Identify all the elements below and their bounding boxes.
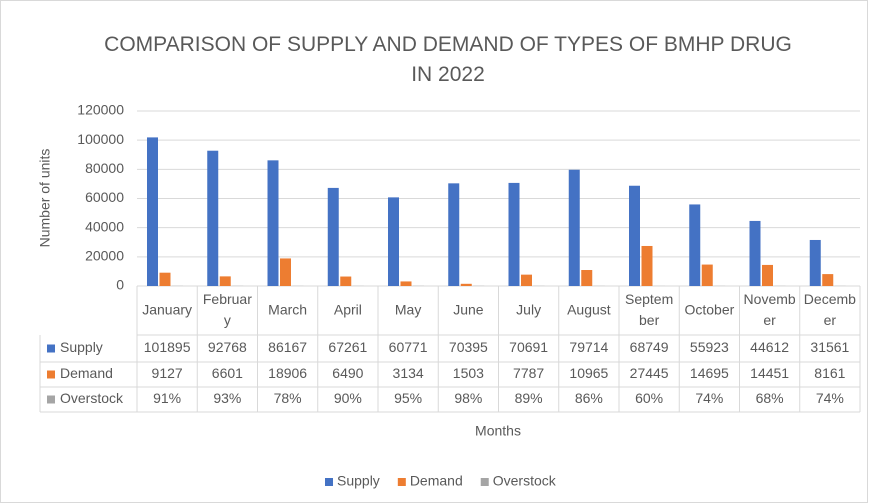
- table-cell: 6601: [212, 365, 243, 381]
- bar: [448, 183, 460, 286]
- table-cell: 10965: [569, 365, 608, 381]
- x-tick-label: Septem ber: [625, 291, 673, 328]
- y-tick-label: 120000: [77, 102, 124, 118]
- chart-title: COMPARISON OF SUPPLY AND DEMAND OF TYPES…: [104, 33, 792, 86]
- table-cell: 60771: [389, 339, 428, 355]
- bar: [400, 281, 412, 286]
- table-cell: 31561: [810, 339, 849, 355]
- table-cell: 14695: [690, 365, 729, 381]
- table-cell: 91%: [153, 390, 181, 406]
- bar: [822, 274, 834, 286]
- table-cell: 92768: [208, 339, 247, 355]
- table-cell: 86167: [268, 339, 307, 355]
- bar: [521, 274, 532, 286]
- table-cell: 68%: [756, 390, 784, 406]
- table-cell: 44612: [750, 339, 789, 355]
- table-cell: 18906: [268, 365, 307, 381]
- table-cell: 3134: [393, 365, 424, 381]
- x-tick-label: May: [395, 301, 421, 317]
- bar: [581, 270, 593, 286]
- x-tick-label: June: [453, 301, 484, 317]
- x-tick-label: April: [334, 301, 362, 317]
- table-cell: 68749: [630, 339, 669, 355]
- table-cell: 70395: [449, 339, 488, 355]
- table-cell: 74%: [816, 390, 844, 406]
- legend-label: Overstock: [493, 473, 557, 489]
- y-tick-label: 80000: [85, 160, 124, 176]
- table-cell: 60%: [635, 390, 663, 406]
- table-cell: 6490: [332, 365, 363, 381]
- table-cell: 89%: [515, 390, 543, 406]
- x-tick-label: January: [142, 301, 192, 317]
- x-tick-label: October: [684, 301, 734, 317]
- bar: [340, 276, 352, 286]
- x-tick-label: March: [268, 301, 307, 317]
- table-cell: 93%: [213, 390, 241, 406]
- legend-key: [480, 478, 489, 486]
- legend-key: [325, 478, 333, 486]
- bar: [508, 182, 520, 286]
- bar: [809, 239, 821, 286]
- bar: [280, 258, 291, 286]
- table-cell: 27445: [630, 365, 669, 381]
- y-axis-title: Number of units: [37, 149, 53, 248]
- bar: [207, 150, 219, 286]
- x-tick-label: Novemb er: [744, 291, 796, 328]
- x-tick-label: August: [567, 301, 611, 317]
- bar: [689, 204, 701, 286]
- bar: [749, 220, 761, 286]
- y-tick-label: 0: [116, 277, 124, 293]
- table-cell: 14451: [750, 365, 789, 381]
- y-tick-label: 40000: [85, 218, 124, 234]
- table-cell: 86%: [575, 390, 603, 406]
- table-cell: 95%: [394, 390, 422, 406]
- table-cell: 67261: [328, 339, 367, 355]
- table-cell: 98%: [454, 390, 482, 406]
- y-tick-label: 60000: [85, 189, 124, 205]
- bar: [641, 245, 653, 286]
- table-cell: 1503: [453, 365, 484, 381]
- table-row-label: Demand: [60, 365, 113, 381]
- y-tick-label: 100000: [77, 131, 124, 147]
- table-row-label: Supply: [60, 339, 103, 355]
- table-cell: 9127: [152, 365, 183, 381]
- x-tick-label: Decemb er: [804, 291, 856, 328]
- table-legend-key: [47, 370, 55, 379]
- table-cell: 90%: [334, 390, 362, 406]
- table-legend-key: [47, 395, 55, 404]
- bar: [147, 137, 158, 286]
- legend-label: Demand: [410, 473, 463, 489]
- bar: [460, 283, 472, 286]
- x-axis-title: Months: [475, 423, 521, 439]
- bar: [219, 276, 231, 286]
- y-tick-label: 20000: [85, 248, 124, 264]
- table-cell: 79714: [569, 339, 608, 355]
- table-cell: 70691: [509, 339, 548, 355]
- table-cell: 78%: [274, 390, 302, 406]
- table-cell: 55923: [690, 339, 729, 355]
- table-cell: 7787: [513, 365, 544, 381]
- table-cell: 101895: [144, 339, 191, 355]
- bar: [327, 187, 339, 286]
- x-tick-label: July: [516, 301, 541, 317]
- table-legend-key: [47, 344, 55, 353]
- bar: [388, 197, 399, 286]
- table-cell: 8161: [814, 365, 845, 381]
- bar: [701, 264, 713, 286]
- x-tick-label: Februar y: [203, 291, 252, 328]
- bar: [159, 272, 171, 286]
- legend-key: [397, 478, 406, 486]
- bar: [568, 169, 580, 286]
- table-cell: 74%: [695, 390, 723, 406]
- bar: [267, 160, 279, 286]
- legend-label: Supply: [337, 473, 380, 489]
- bar: [762, 264, 773, 286]
- bar: [629, 185, 640, 286]
- table-row-label: Overstock: [60, 390, 124, 406]
